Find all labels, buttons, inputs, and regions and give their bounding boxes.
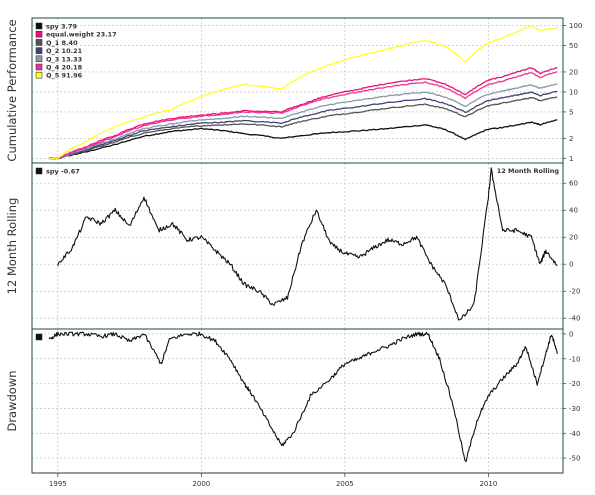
drawdown-y-axis: -50 -40 -30 -20 -10 0 [563, 330, 580, 463]
drawdown-y-label: Drawdown [5, 370, 19, 431]
cumulative-performance-y-axis: 1 2 5 10 20 50 100 [563, 22, 582, 163]
cumulative-performance-series [48, 24, 558, 160]
rolling-12-month-panel: -40 -20 0 20 40 60 spy -0.67 12 Month Rolling… [5, 162, 580, 330]
legend-label: spy 3.79 [46, 23, 78, 31]
legend-label: Q_1 8.40 [46, 39, 78, 47]
y-tick-label: -20 [569, 288, 580, 296]
y-tick-label: 0 [569, 261, 573, 269]
drawdown-legend [35, 333, 43, 341]
legend-swatch [35, 167, 43, 175]
legend-swatch [35, 47, 43, 54]
y-tick-label: 1 [569, 155, 573, 163]
series-line-equal-weight [49, 67, 558, 160]
y-tick-label: -40 [569, 315, 580, 323]
legend-swatch [35, 333, 43, 341]
series-line-q-3 [48, 83, 558, 160]
x-axis: 1995 2000 2005 2010 [32, 472, 563, 488]
series-line-q-5 [49, 24, 558, 160]
drawdown-series [48, 331, 558, 462]
y-tick-label: -50 [569, 455, 580, 463]
legend-label: Q_2 10.21 [46, 47, 83, 55]
y-tick-label: -40 [569, 430, 580, 438]
y-tick-label: -20 [569, 380, 580, 388]
y-tick-label: 60 [569, 180, 578, 188]
series-line-spy [48, 119, 558, 160]
y-tick-label: 50 [569, 42, 578, 50]
y-tick-label: 40 [569, 207, 578, 215]
rolling-12-month-series [57, 167, 558, 321]
y-tick-label: -30 [569, 405, 580, 413]
legend-label: spy -0.67 [46, 168, 80, 176]
series-line-spy [48, 331, 558, 462]
x-tick-label: 1995 [49, 480, 67, 488]
x-tick-label: 2000 [192, 480, 210, 488]
legend-swatch [35, 71, 43, 79]
y-tick-label: 10 [569, 88, 578, 96]
legend-label: Q_4 20.18 [46, 64, 83, 72]
legend-swatch [35, 22, 43, 30]
rolling-12-month-y-label: 12 Month Rolling [5, 198, 19, 295]
series-line-spy [57, 167, 558, 321]
drawdown-panel: -50 -40 -30 -20 -10 0 Drawdown [5, 328, 580, 474]
rolling-12-month-legend: spy -0.67 [35, 167, 80, 176]
x-tick-label: 2005 [336, 480, 354, 488]
y-tick-label: 0 [569, 330, 573, 338]
drawdown-grid [32, 329, 563, 473]
series-line-q-4 [48, 71, 558, 160]
legend-label: Q_3 13.33 [46, 55, 82, 63]
legend-label: equal.weight 23.17 [46, 31, 117, 39]
legend-swatch [35, 63, 43, 71]
legend-swatch [35, 39, 43, 46]
rolling-12-month-grid [32, 163, 563, 329]
legend-swatch [35, 55, 43, 63]
rolling-12-month-title: 12 Month Rolling [497, 167, 560, 175]
y-tick-label: 20 [569, 68, 578, 76]
series-line-q-1 [48, 96, 558, 160]
cumulative-performance-y-label: Cumulative Performance [5, 19, 19, 161]
legend-swatch [35, 30, 43, 38]
legend-label: Q_5 91.96 [46, 72, 83, 80]
y-tick-label: 5 [569, 108, 573, 116]
y-tick-label: 20 [569, 234, 578, 242]
y-tick-label: -10 [569, 355, 580, 363]
series-line-q-2 [49, 90, 558, 160]
y-tick-label: 100 [569, 22, 582, 30]
y-tick-label: 2 [569, 135, 573, 143]
x-tick-label: 2010 [479, 480, 497, 488]
